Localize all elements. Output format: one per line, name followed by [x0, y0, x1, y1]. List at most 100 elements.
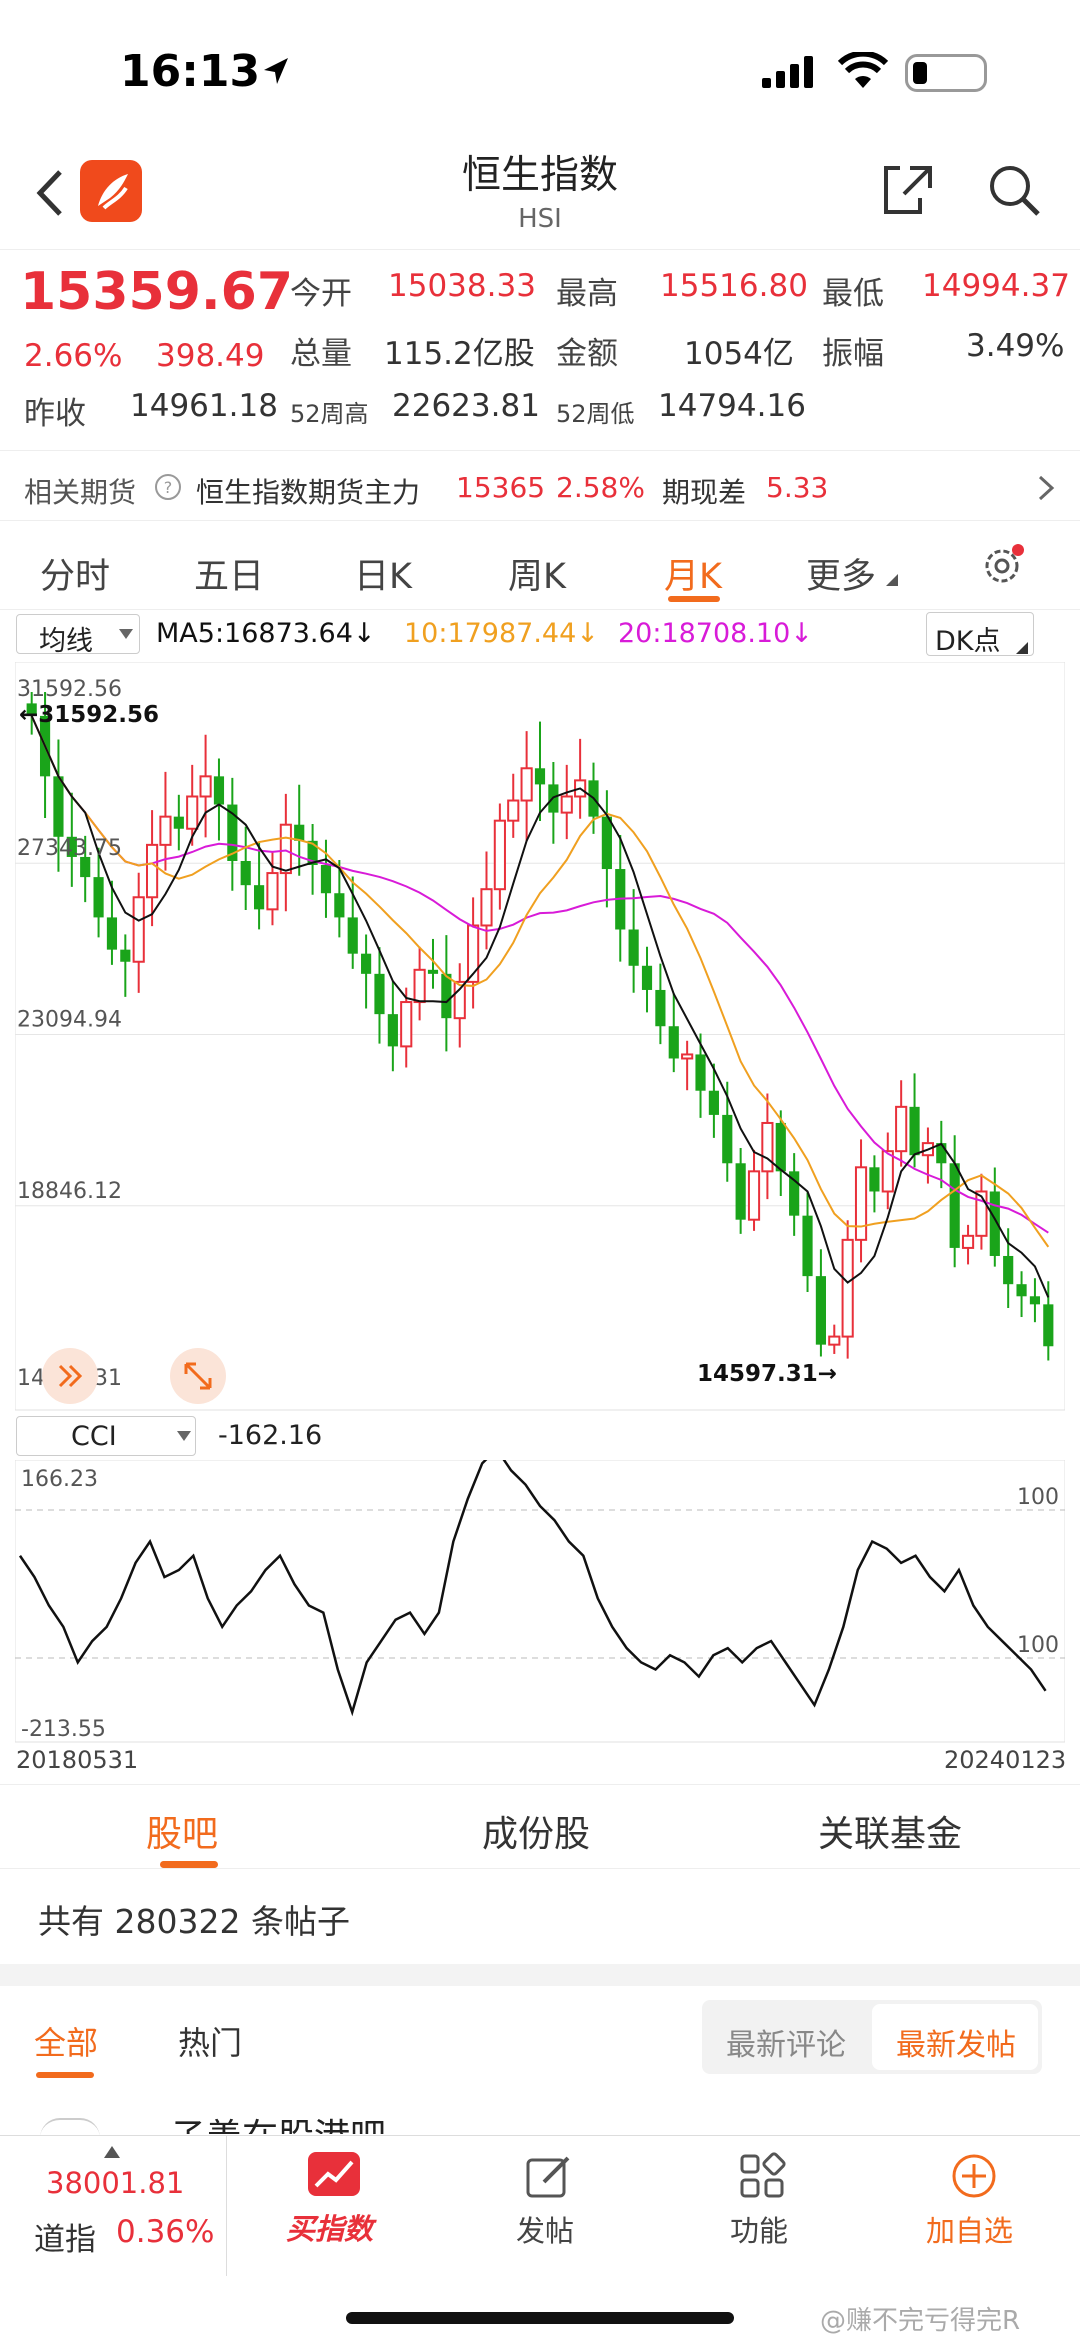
function-label: 功能: [730, 2214, 789, 2248]
low-value: 14994.37: [922, 268, 1070, 304]
share-icon[interactable]: [880, 162, 936, 218]
candle-body: [145, 843, 159, 899]
period-tabs: [0, 520, 1080, 610]
svg-text:?: ?: [164, 478, 173, 497]
collapse-button[interactable]: [42, 1348, 98, 1404]
candle-body: [747, 1170, 761, 1221]
candle-body: [641, 965, 653, 990]
y-tick-label: 18846.12: [17, 1179, 122, 1204]
candle-body: [655, 989, 666, 1027]
fullscreen-button[interactable]: [170, 1348, 226, 1404]
futures-label: 相关期货: [24, 476, 137, 509]
candle-body: [695, 1054, 706, 1091]
buy-index-button[interactable]: 买指数: [282, 2150, 388, 2260]
post-label: 发帖: [516, 2214, 575, 2248]
ticker-name: 道指: [34, 2222, 96, 2258]
tab-guba[interactable]: 股吧: [146, 1814, 219, 1855]
candle-body: [93, 877, 104, 918]
y-tick-label: 31592.56: [17, 677, 122, 702]
filter-all[interactable]: 全部: [34, 2024, 99, 2062]
post-filter-row: 全部 热门 最新评论 最新发帖 子善在股港吧: [0, 1986, 1080, 2136]
amplitude-label: 振幅: [822, 336, 884, 372]
open-label: 今开: [290, 276, 352, 312]
filter-hot[interactable]: 热门: [178, 2024, 243, 2062]
futures-row[interactable]: 相关期货 ? 恒生指数期货主力 15365 2.58% 期现差 5.33: [0, 450, 1080, 520]
trend-chart-icon: [308, 2152, 360, 2196]
gear-icon[interactable]: [980, 540, 1030, 590]
candle-body: [80, 856, 91, 878]
candle-body: [254, 885, 265, 910]
kline-chart[interactable]: 31592.56 27343.75 23094.94 18846.12 14597.31…: [15, 662, 1065, 1412]
function-button[interactable]: 功能: [726, 2150, 806, 2260]
battery-icon: [905, 54, 987, 92]
ma10-value: 10:17987.44↓: [404, 618, 599, 649]
candle-body: [802, 1215, 813, 1277]
high-value: 15516.80: [660, 268, 808, 304]
back-icon[interactable]: [34, 168, 64, 218]
post-preview: 子善在股港吧: [170, 2108, 386, 2134]
add-watchlist-button[interactable]: 加自选: [922, 2150, 1032, 2260]
posts-count: 共有 280322 条帖子: [38, 1902, 350, 1941]
tab-weekly-k[interactable]: 周K: [508, 557, 566, 597]
tab-intraday[interactable]: 分时: [40, 557, 111, 597]
cci-select[interactable]: CCI: [16, 1416, 196, 1456]
prev-close-label: 昨收: [24, 396, 86, 432]
candle-body: [668, 1026, 679, 1059]
ma10-line: [30, 715, 1050, 1248]
indicator-select[interactable]: 均线: [16, 614, 140, 657]
change-amount: 398.49: [156, 338, 265, 374]
basis-value: 5.33: [766, 471, 829, 504]
ticker-value[interactable]: 38001.81: [46, 2166, 185, 2200]
candle-body: [909, 1106, 920, 1156]
apps-grid-icon: [740, 2152, 786, 2198]
candle-body: [1029, 1296, 1041, 1305]
ma5-line: [30, 715, 1050, 1298]
tab-monthly-k[interactable]: 月K: [664, 557, 722, 597]
start-date: 20180531: [16, 1746, 139, 1774]
avatar: [40, 2118, 100, 2138]
candle-body: [279, 823, 292, 875]
search-icon[interactable]: [986, 162, 1042, 218]
post-button[interactable]: 发帖: [512, 2150, 592, 2260]
plus-circle-icon: [952, 2154, 996, 2198]
candle-body: [66, 836, 77, 857]
home-indicator: [346, 2312, 734, 2324]
clock: 16:13: [120, 46, 261, 97]
posts-count-row: 共有 280322 条帖子: [0, 1868, 1080, 1964]
volume-value: 115.2亿股: [384, 336, 535, 372]
open-value: 15038.33: [388, 268, 536, 304]
tab-constituents[interactable]: 成份股: [482, 1814, 591, 1855]
low-label: 最低: [822, 276, 884, 312]
volume-label: 总量: [290, 336, 352, 372]
dk-button[interactable]: DK点: [926, 612, 1034, 657]
candle-body: [601, 816, 612, 870]
candle-body: [722, 1114, 733, 1164]
edit-icon: [526, 2156, 570, 2198]
candle-body: [320, 865, 332, 894]
week52-high-label: 52周高: [290, 400, 369, 428]
candle-body: [828, 1335, 841, 1346]
sort-latest-comment[interactable]: 最新评论: [726, 2028, 846, 2063]
candle-body: [895, 1105, 908, 1153]
cci-chart[interactable]: 166.23 -213.55 100 100: [15, 1460, 1065, 1745]
cci-line: [18, 1460, 1047, 1717]
cci-value: -162.16: [218, 1420, 323, 1451]
candle-body: [881, 1150, 894, 1193]
sort-toggle: 最新评论 最新发帖: [702, 2000, 1042, 2074]
candle-body: [467, 924, 480, 983]
sort-latest-post[interactable]: 最新发帖: [896, 2028, 1016, 2063]
tab-five-day[interactable]: 五日: [194, 557, 265, 597]
candle-body: [173, 816, 184, 829]
tab-daily-k[interactable]: 日K: [354, 557, 412, 597]
double-chevron-icon: [58, 1364, 83, 1388]
candle-body: [53, 776, 64, 837]
section-tabs: 股吧 成份股 关联基金: [0, 1784, 1080, 1868]
candle-body: [334, 893, 345, 918]
candle-body: [1043, 1304, 1054, 1347]
tab-related-funds[interactable]: 关联基金: [818, 1814, 963, 1855]
candle-body: [120, 949, 131, 962]
info-icon[interactable]: ?: [154, 473, 182, 501]
tab-more[interactable]: 更多: [806, 557, 877, 597]
wifi-icon: [838, 52, 888, 88]
candle-body: [815, 1276, 826, 1345]
